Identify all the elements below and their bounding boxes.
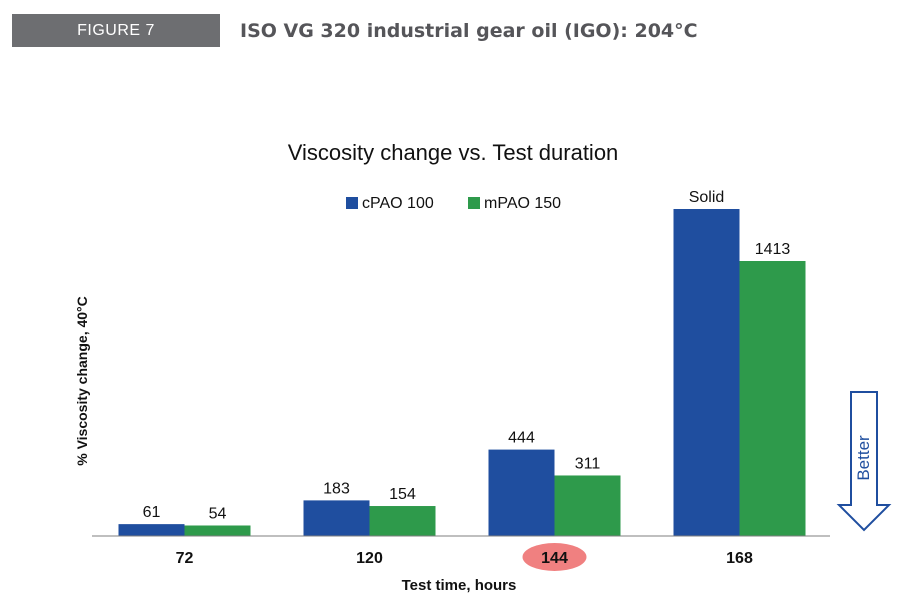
x-tick-label-144: 144 <box>541 550 568 567</box>
data-label-mpao-150-144: 311 <box>575 455 601 472</box>
x-ticks-group: 72 120 144 168 <box>176 543 753 571</box>
x-tick-label-120: 120 <box>356 550 383 567</box>
x-axis-label: Test time, hours <box>402 577 517 594</box>
data-label-cpao-100-144: 444 <box>508 430 535 447</box>
legend-label-cpao: cPAO 100 <box>362 195 434 212</box>
value-labels-group: 61 54 183 154 444 311 Solid 1413 <box>143 189 791 522</box>
figure-tag-label: FIGURE 7 <box>77 21 155 39</box>
legend-swatch-cpao <box>346 197 358 209</box>
bars-group <box>118 209 806 536</box>
bar-cpao-100-72 <box>118 524 185 536</box>
better-label: Better <box>854 435 873 481</box>
legend: cPAO 100 mPAO 150 <box>346 195 561 212</box>
data-label-cpao-100-168: Solid <box>689 189 725 206</box>
data-label-mpao-150-120: 154 <box>389 486 416 503</box>
bar-cpao-100-168 <box>673 209 740 536</box>
bar-mpao-150-120 <box>369 506 436 536</box>
bar-mpao-150-144 <box>554 475 621 536</box>
y-axis-label: % Viscosity change, 40°C <box>74 296 90 466</box>
data-label-cpao-100-72: 61 <box>143 504 161 521</box>
bar-mpao-150-168 <box>739 261 806 536</box>
highlight-ellipse <box>522 543 587 571</box>
legend-swatch-mpao <box>468 197 480 209</box>
bar-cpao-100-144 <box>488 449 555 536</box>
bar-mpao-150-72 <box>184 525 251 536</box>
data-label-cpao-100-120: 183 <box>323 480 350 497</box>
down-arrow-icon <box>836 391 892 532</box>
x-tick-label-168: 168 <box>726 550 753 567</box>
x-tick-label-72: 72 <box>176 550 194 567</box>
figure-tag: FIGURE 7 <box>12 14 220 47</box>
bar-cpao-100-120 <box>303 500 370 536</box>
data-label-mpao-150-72: 54 <box>209 505 227 522</box>
data-label-mpao-150-168: 1413 <box>755 241 791 258</box>
chart-title: Viscosity change vs. Test duration <box>288 140 619 165</box>
legend-label-mpao: mPAO 150 <box>484 195 561 212</box>
figure-caption: ISO VG 320 industrial gear oil (IGO): 20… <box>240 20 698 42</box>
